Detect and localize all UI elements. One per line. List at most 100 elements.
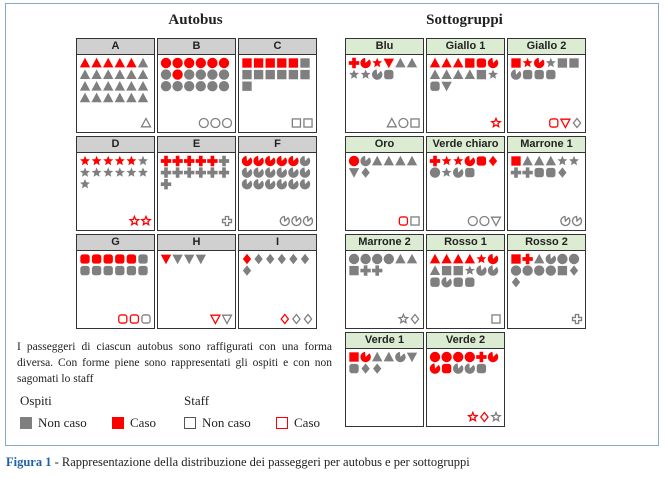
pacman-ospite-non-caso-icon xyxy=(464,363,476,374)
triangle-ospite-non-caso-icon xyxy=(406,57,418,68)
legend-label: Caso xyxy=(130,415,156,430)
square-staff-non-caso-icon xyxy=(303,118,313,128)
circle-staff-non-caso-icon xyxy=(198,117,209,129)
cross-ospite-caso-icon xyxy=(184,155,195,167)
cross-ospite-non-caso-icon xyxy=(360,265,371,276)
legend-staff-caso: Caso xyxy=(276,415,320,431)
legend-ospiti-non-caso: Non caso xyxy=(20,415,87,431)
diamond-ospite-non-caso-icon xyxy=(361,167,370,178)
triangle-ospite-non-caso-icon xyxy=(406,253,418,264)
circle-ospite-caso-icon xyxy=(441,351,452,363)
square-ospite-non-caso-icon xyxy=(253,69,264,80)
invtriangle-staff-caso-icon xyxy=(209,314,221,325)
square-staff-non-caso-icon xyxy=(291,118,302,128)
triangle-ospite-caso-icon xyxy=(464,253,475,264)
star-ospite-caso-icon xyxy=(441,155,452,166)
star-ospite-non-caso-icon xyxy=(349,69,359,79)
roundsq-staff-non-caso-icon xyxy=(141,314,151,324)
cross-ospite-caso-icon xyxy=(348,57,360,69)
star-ospite-caso-icon xyxy=(476,253,487,264)
pacman-ospite-caso-icon xyxy=(241,155,253,167)
square-ospite-caso-icon xyxy=(511,58,521,68)
autobus-panel: E xyxy=(157,136,236,231)
pacman-ospite-non-caso-icon xyxy=(276,167,288,178)
triangle-ospite-non-caso-icon xyxy=(91,81,102,91)
triangle-ospite-non-caso-icon xyxy=(79,69,91,80)
roundsq-ospite-non-caso-icon xyxy=(430,81,440,91)
triangle-ospite-non-caso-icon xyxy=(114,69,125,80)
pacman-ospite-non-caso-icon xyxy=(288,167,299,178)
circle-ospite-caso-icon xyxy=(348,155,360,167)
roundsq-ospite-non-caso-icon xyxy=(546,69,556,80)
pacman-ospite-non-caso-icon xyxy=(476,265,487,276)
roundsq-staff-caso-icon xyxy=(129,314,140,324)
cross-ospite-non-caso-icon xyxy=(218,167,230,178)
pacman-ospite-non-caso-icon xyxy=(299,155,311,167)
diamond-ospite-non-caso-icon xyxy=(373,363,382,374)
sottogruppo-panel: Giallo 2 xyxy=(507,38,586,133)
diamond-ospite-non-caso-icon xyxy=(254,253,263,265)
gray-outline-swatch xyxy=(184,417,196,429)
circle-ospite-non-caso-icon xyxy=(184,69,195,80)
circle-ospite-non-caso-icon xyxy=(534,265,545,276)
star-ospite-non-caso-icon xyxy=(569,155,579,166)
circle-ospite-caso-icon xyxy=(184,57,195,69)
triangle-ospite-non-caso-icon xyxy=(103,69,114,80)
pacman-ospite-caso-icon xyxy=(276,155,288,167)
pacman-ospite-caso-icon xyxy=(487,253,499,265)
diamond-ospite-non-caso-icon xyxy=(300,253,310,265)
sottogruppo-panel: Marrone 1 xyxy=(507,136,586,231)
passenger-icons xyxy=(510,155,583,227)
panel-label: Oro xyxy=(346,137,423,153)
pacman-ospite-non-caso-icon xyxy=(276,179,288,190)
square-ospite-non-caso-icon xyxy=(277,69,287,80)
passenger-icons xyxy=(429,155,502,227)
diamond-staff-non-caso-icon xyxy=(291,313,301,325)
cross-ospite-non-caso-icon xyxy=(160,179,172,190)
pacman-ospite-non-caso-icon xyxy=(265,179,276,190)
cross-ospite-non-caso-icon xyxy=(372,265,383,276)
diamond-ospite-non-caso-icon xyxy=(289,253,298,265)
legend-label: Caso xyxy=(294,415,320,430)
passenger-icons xyxy=(80,155,152,227)
pacman-staff-non-caso-icon xyxy=(302,215,314,227)
triangle-ospite-non-caso-icon xyxy=(126,69,137,80)
passenger-icons xyxy=(348,253,420,325)
square-ospite-caso-icon xyxy=(265,58,275,68)
triangle-ospite-caso-icon xyxy=(441,57,452,68)
sottogruppi-title: Sottogruppi xyxy=(426,12,503,28)
circle-ospite-caso-icon xyxy=(172,57,183,69)
roundsq-staff-caso-icon xyxy=(398,216,409,226)
cross-ospite-non-caso-icon xyxy=(218,155,230,167)
triangle-ospite-caso-icon xyxy=(126,57,137,68)
passenger-icons xyxy=(349,351,418,374)
triangle-ospite-caso-icon xyxy=(453,253,464,264)
roundsq-ospite-caso-icon xyxy=(80,254,90,264)
red-outline-swatch xyxy=(276,417,288,429)
star-ospite-non-caso-icon xyxy=(103,167,114,177)
circle-ospite-non-caso-icon xyxy=(160,69,172,80)
square-ospite-caso-icon xyxy=(277,58,287,68)
pacman-ospite-caso-icon xyxy=(429,363,441,374)
square-ospite-non-caso-icon xyxy=(300,58,310,68)
triangle-ospite-non-caso-icon xyxy=(534,155,545,166)
invtriangle-staff-non-caso-icon xyxy=(221,314,233,325)
triangle-ospite-caso-icon xyxy=(453,57,464,68)
passenger-icons xyxy=(160,155,233,227)
triangle-ospite-non-caso-icon xyxy=(464,69,475,80)
square-ospite-non-caso-icon xyxy=(288,69,299,80)
panel-label: E xyxy=(158,137,235,153)
star-ospite-caso-icon xyxy=(522,57,533,68)
roundsq-ospite-non-caso-icon xyxy=(430,277,440,287)
square-staff-non-caso-icon xyxy=(491,314,501,324)
passenger-icons xyxy=(348,155,420,226)
cross-ospite-non-caso-icon xyxy=(207,167,218,178)
cross-ospite-caso-icon xyxy=(522,253,533,265)
star-ospite-non-caso-icon xyxy=(138,167,148,177)
triangle-ospite-caso-icon xyxy=(441,253,452,264)
square-ospite-caso-icon xyxy=(511,156,521,166)
circle-ospite-non-caso-icon xyxy=(218,81,230,92)
autobus-panel: D xyxy=(76,136,155,231)
triangle-staff-non-caso-icon xyxy=(386,117,398,128)
passenger-icons xyxy=(510,253,583,325)
